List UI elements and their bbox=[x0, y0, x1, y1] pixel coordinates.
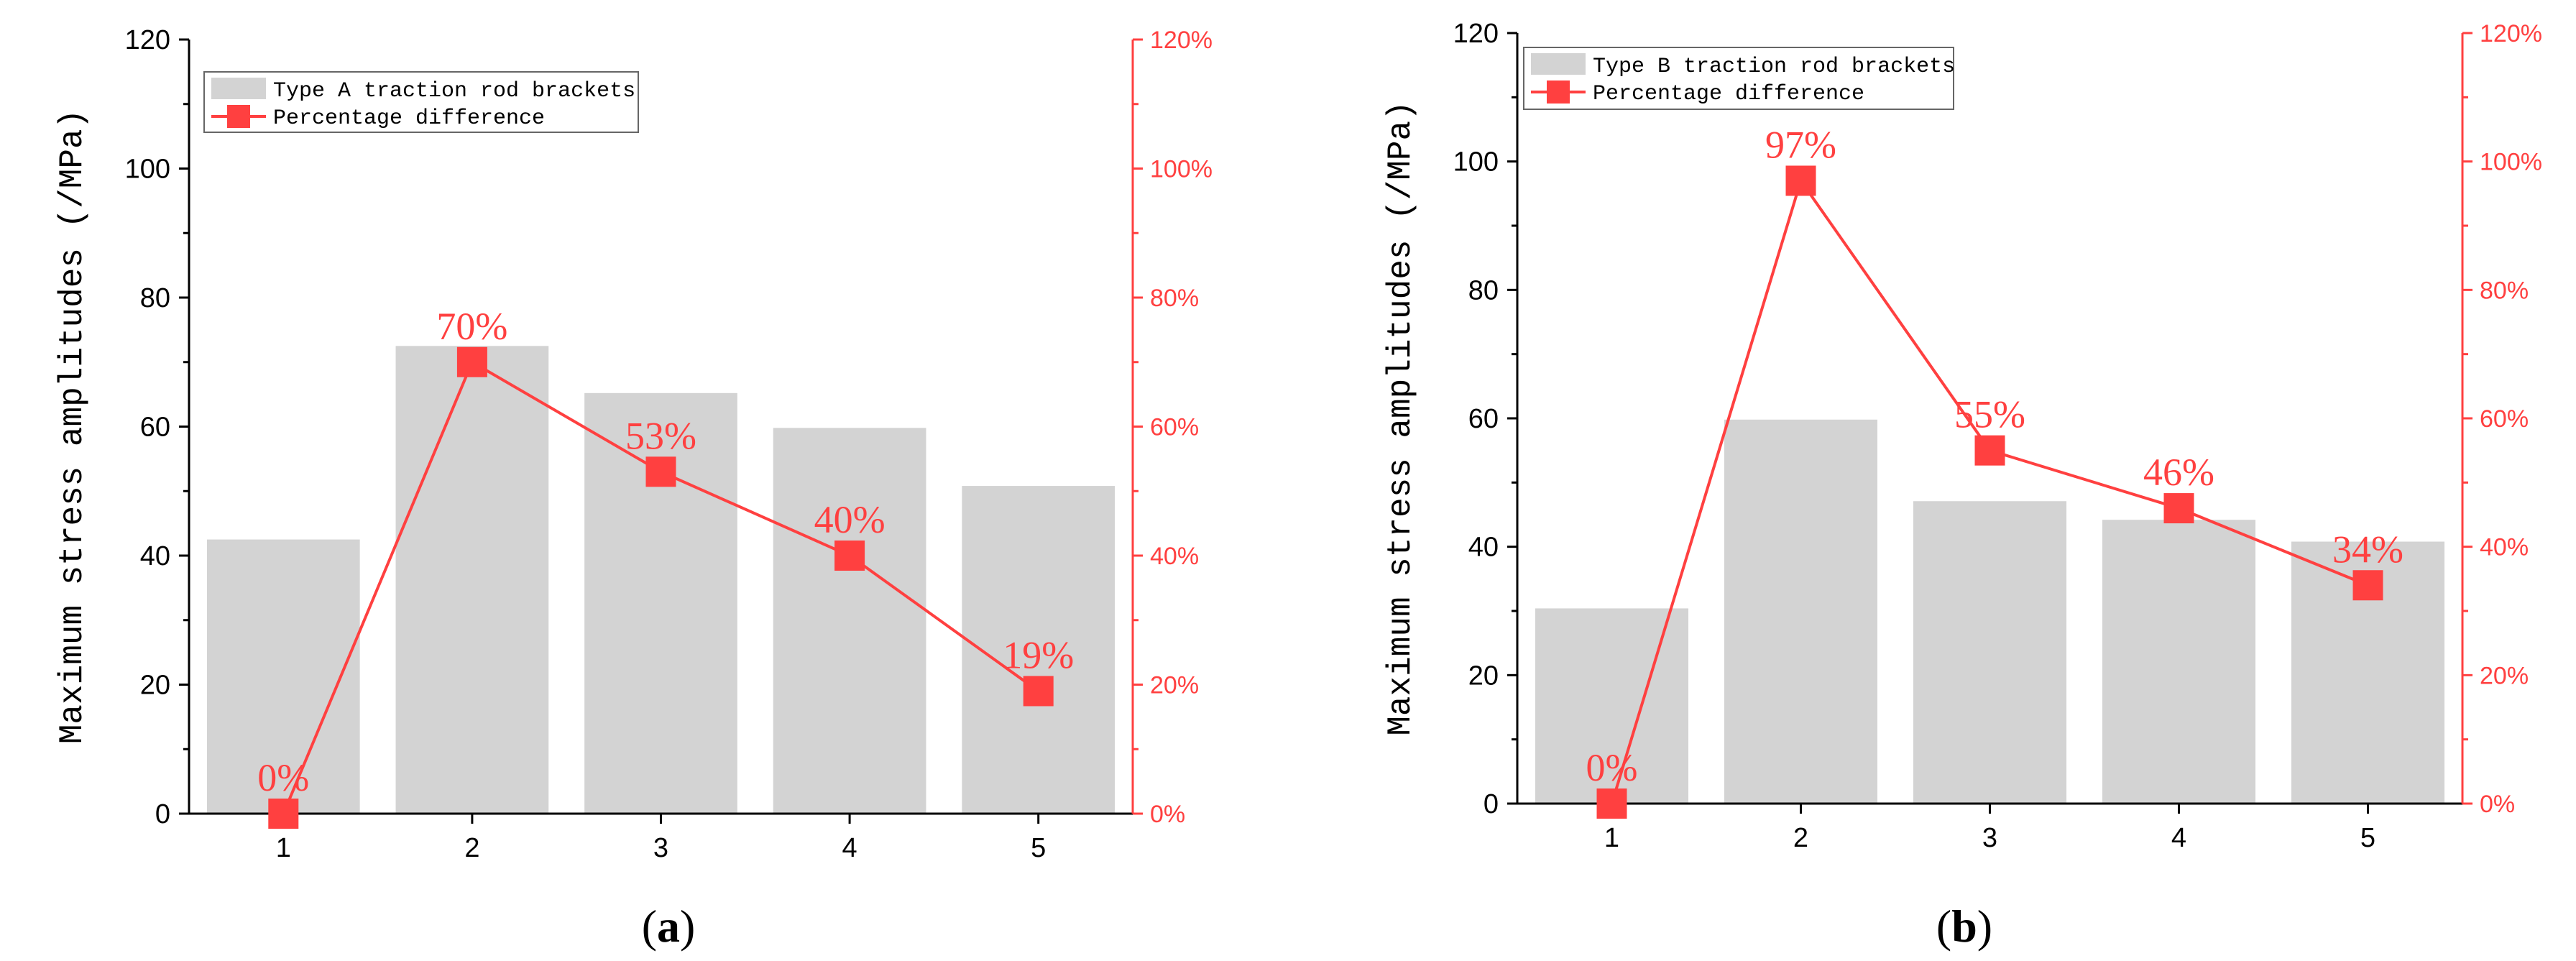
x-tick-label: 2 bbox=[1793, 823, 1808, 853]
percentage-marker-1 bbox=[268, 799, 299, 829]
x-tick-label: 4 bbox=[842, 833, 857, 863]
legend-box bbox=[203, 71, 639, 133]
y-tick-label-right: 100% bbox=[1150, 156, 1213, 183]
x-tick-label: 3 bbox=[653, 833, 668, 863]
y-tick-label-right: 80% bbox=[1150, 285, 1199, 312]
y-tick-label-right: 20% bbox=[2480, 662, 2529, 689]
y-tick-label-left: 120 bbox=[125, 25, 170, 55]
legend-bar-swatch bbox=[1531, 53, 1586, 75]
panel-label: (b) bbox=[1936, 901, 1992, 952]
bar-1 bbox=[1535, 608, 1689, 804]
percentage-label-5: 34% bbox=[2332, 528, 2404, 571]
y-tick-label-right: 40% bbox=[2480, 534, 2529, 561]
y-tick-label-left: 60 bbox=[1468, 404, 1499, 434]
y-tick-label-left: 40 bbox=[140, 541, 170, 571]
percentage-marker-5 bbox=[2352, 570, 2383, 601]
y-axis-label: Maximum stress amplitudes (/MPa) bbox=[1382, 101, 1420, 735]
y-tick-label-left: 100 bbox=[1453, 147, 1499, 178]
percentage-marker-4 bbox=[834, 541, 865, 571]
bar-2 bbox=[395, 346, 549, 814]
percentage-label-3: 53% bbox=[625, 414, 696, 457]
percentage-marker-2 bbox=[1785, 165, 1816, 196]
percentage-label-5: 19% bbox=[1003, 633, 1074, 676]
legend: Type B traction rod brackets Percentage d… bbox=[1523, 47, 1955, 110]
legend-marker-swatch bbox=[227, 105, 250, 128]
x-tick-label: 1 bbox=[1604, 823, 1619, 853]
bar-3 bbox=[1913, 501, 2067, 804]
legend-bar-label: Type A traction rod brackets bbox=[273, 79, 635, 104]
percentage-marker-3 bbox=[1974, 435, 2005, 466]
y-tick-label-right: 60% bbox=[1150, 414, 1199, 441]
percentage-label-3: 55% bbox=[1954, 393, 2025, 436]
x-tick-label: 4 bbox=[2171, 823, 2186, 853]
percentage-marker-3 bbox=[645, 456, 676, 487]
percentage-marker-2 bbox=[456, 346, 487, 377]
y-tick-label-left: 0 bbox=[155, 799, 170, 829]
y-tick-label-right: 40% bbox=[1150, 543, 1199, 570]
y-tick-label-right: 120% bbox=[2480, 20, 2542, 47]
y-tick-label-right: 80% bbox=[2480, 277, 2529, 304]
y-tick-label-left: 20 bbox=[140, 671, 170, 701]
legend-box bbox=[1523, 47, 1954, 110]
legend-line-label: Percentage difference bbox=[273, 106, 545, 131]
y-tick-label-left: 100 bbox=[125, 155, 170, 185]
bar-1 bbox=[206, 539, 360, 814]
y-tick-label-left: 60 bbox=[140, 413, 170, 443]
y-tick-label-right: 120% bbox=[1150, 27, 1213, 54]
percentage-label-1: 0% bbox=[1586, 746, 1638, 789]
y-tick-label-left: 40 bbox=[1468, 533, 1499, 563]
percentage-label-1: 0% bbox=[257, 756, 309, 799]
x-tick-label: 1 bbox=[276, 833, 291, 863]
y-tick-label-left: 80 bbox=[140, 283, 170, 313]
percentage-marker-5 bbox=[1023, 676, 1054, 707]
y-tick-label-right: 60% bbox=[2480, 405, 2529, 433]
bar-5 bbox=[962, 486, 1116, 814]
y-tick-label-right: 100% bbox=[2480, 149, 2542, 176]
y-tick-label-left: 20 bbox=[1468, 661, 1499, 691]
percentage-label-2: 97% bbox=[1765, 123, 1836, 166]
percentage-label-4: 40% bbox=[814, 498, 886, 541]
y-tick-label-right: 0% bbox=[2480, 791, 2515, 818]
legend-bar-label: Type B traction rod brackets bbox=[1593, 55, 1955, 79]
percentage-marker-1 bbox=[1596, 788, 1627, 819]
y-axis-label: Maximum stress amplitudes (/MPa) bbox=[54, 109, 91, 744]
percentage-label-2: 70% bbox=[436, 305, 507, 348]
legend-bar-swatch bbox=[211, 78, 266, 99]
bar-4 bbox=[2102, 520, 2256, 804]
y-tick-label-left: 120 bbox=[1453, 19, 1499, 49]
y-tick-label-right: 20% bbox=[1150, 672, 1199, 699]
y-tick-label-left: 80 bbox=[1468, 275, 1499, 305]
y-tick-label-left: 0 bbox=[1484, 789, 1499, 819]
bar-2 bbox=[1724, 419, 1878, 804]
bar-4 bbox=[773, 428, 926, 814]
panel-label: (a) bbox=[642, 901, 696, 952]
x-tick-label: 3 bbox=[1982, 823, 1997, 853]
x-tick-label: 5 bbox=[1031, 833, 1046, 863]
percentage-label-4: 46% bbox=[2143, 451, 2214, 494]
y-tick-label-right: 0% bbox=[1150, 801, 1185, 828]
x-tick-label: 2 bbox=[464, 833, 479, 863]
x-tick-label: 5 bbox=[2360, 823, 2375, 853]
percentage-marker-4 bbox=[2163, 493, 2194, 524]
legend-line-label: Percentage difference bbox=[1593, 82, 1864, 106]
legend-marker-swatch bbox=[1547, 81, 1570, 104]
